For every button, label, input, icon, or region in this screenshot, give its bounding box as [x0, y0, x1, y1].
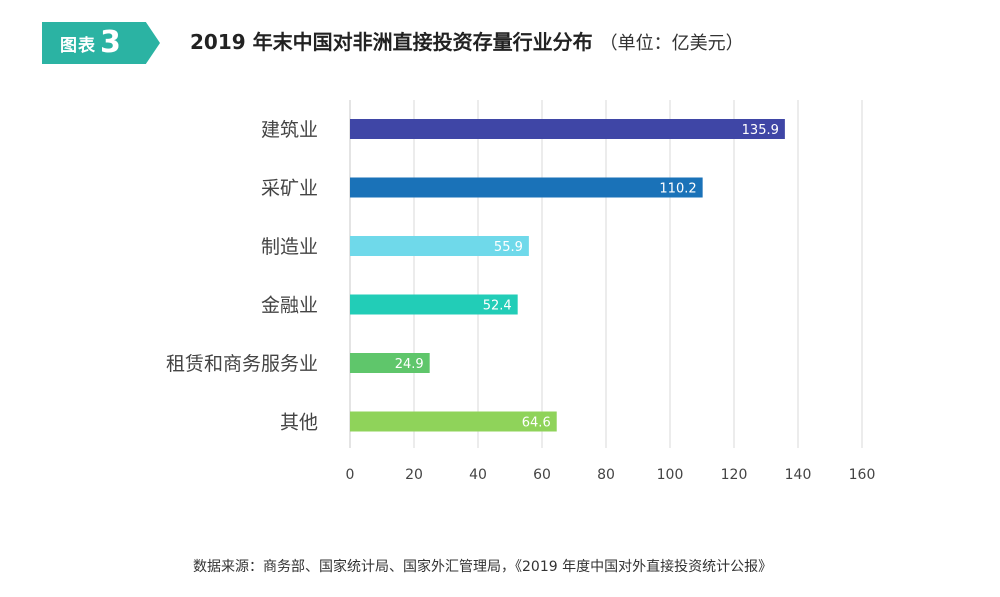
chart-title: 2019 年末中国对非洲直接投资存量行业分布 （单位：亿美元） — [190, 26, 744, 55]
bar-value-label: 135.9 — [742, 123, 779, 138]
category-label: 制造业 — [261, 236, 318, 258]
x-tick-label: 140 — [785, 467, 812, 483]
bar-value-label: 55.9 — [494, 240, 523, 255]
x-tick-label: 160 — [849, 467, 876, 483]
x-tick-label: 80 — [597, 467, 615, 483]
bar — [350, 353, 430, 373]
bar — [350, 294, 518, 315]
bar-value-label: 64.6 — [522, 416, 551, 431]
source-note: 数据来源：商务部、国家统计局、国家外汇管理局，《2019 年度中国对外直接投资统… — [193, 559, 773, 575]
bar — [350, 119, 785, 139]
bar-value-label: 24.9 — [395, 357, 424, 372]
bar-value-label: 110.2 — [659, 182, 696, 197]
bar — [350, 177, 703, 198]
bar — [350, 236, 529, 256]
x-tick-label: 0 — [346, 467, 355, 483]
figure-badge: 图表 3 — [42, 22, 160, 64]
category-label: 建筑业 — [261, 119, 318, 141]
bar — [350, 411, 557, 432]
bar-value-label: 52.4 — [483, 299, 512, 314]
chart-unit: （单位：亿美元） — [599, 33, 744, 54]
x-tick-label: 40 — [469, 467, 487, 483]
category-label: 租赁和商务服务业 — [166, 353, 318, 375]
chart-title-text: 2019 年末中国对非洲直接投资存量行业分布 — [190, 30, 593, 54]
x-tick-label: 100 — [657, 467, 684, 483]
x-tick-label: 20 — [405, 467, 423, 483]
category-label: 金融业 — [261, 295, 318, 317]
category-label: 采矿业 — [261, 178, 318, 200]
category-label: 其他 — [280, 412, 318, 434]
figure-number: 3 — [100, 25, 121, 60]
x-tick-label: 120 — [721, 467, 748, 483]
figure-label: 图表 — [60, 35, 96, 56]
x-tick-label: 60 — [533, 467, 551, 483]
